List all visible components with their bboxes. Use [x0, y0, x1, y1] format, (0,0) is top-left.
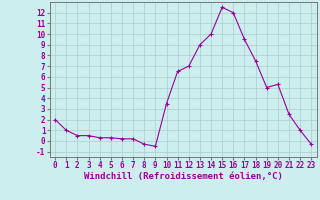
X-axis label: Windchill (Refroidissement éolien,°C): Windchill (Refroidissement éolien,°C) [84, 172, 283, 181]
